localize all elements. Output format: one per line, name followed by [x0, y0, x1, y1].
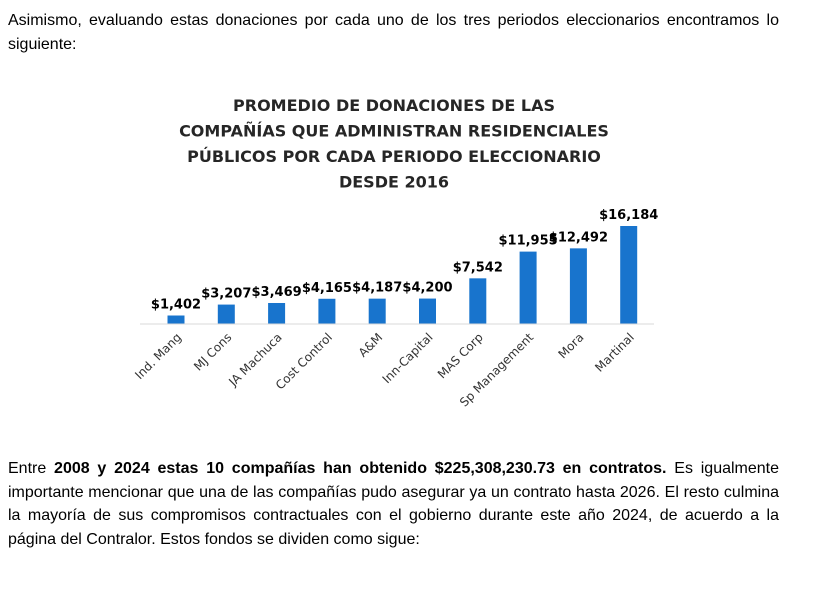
- category-label-10: Martinal: [592, 330, 637, 375]
- value-label-1: $1,402: [151, 298, 201, 313]
- category-label-6: Inn-Capital: [380, 330, 436, 386]
- category-label-1: Ind. Mang: [132, 330, 184, 382]
- bar-4: [318, 298, 336, 324]
- category-label-9: Mora: [555, 330, 586, 361]
- chart-title-line-3: PÚBLICOS POR CADA PERIODO ELECCIONARIO: [187, 147, 601, 166]
- bar-10: [620, 226, 638, 324]
- value-label-8: $11,955: [498, 234, 557, 249]
- chart-title-line-1: PROMEDIO DE DONACIONES DE LAS: [233, 96, 555, 115]
- bar-8: [519, 251, 537, 324]
- chart-value-labels: $1,402$3,207 $3,469 $4,165 $4,187 $4,200$7,5…: [151, 208, 658, 313]
- chart-svg: PROMEDIO DE DONACIONES DE LAS COMPAÑÍAS Q…: [132, 96, 658, 409]
- value-label-9: $12,492: [549, 230, 608, 245]
- chart-title: PROMEDIO DE DONACIONES DE LAS COMPAÑÍAS Q…: [179, 96, 609, 192]
- value-label-10: $16,184: [599, 208, 658, 223]
- bar-2: [217, 304, 235, 324]
- value-label-3: $3,469: [252, 285, 302, 300]
- donations-bar-chart: PROMEDIO DE DONACIONES DE LAS COMPAÑÍAS Q…: [110, 88, 690, 428]
- value-label-7: $7,542: [453, 260, 503, 275]
- body-paragraph: Entre 2008 y 2024 estas 10 compañías han…: [8, 457, 779, 551]
- intro-paragraph: Asimismo, evaluando estas donaciones por…: [8, 12, 779, 53]
- body-text-bold: 2008 y 2024 estas 10 compañías han obten…: [54, 460, 667, 477]
- body-text-part3: Es igualmente importante mencionar que u…: [8, 460, 780, 548]
- bar-1: [167, 315, 185, 324]
- category-label-5: A&M: [356, 330, 386, 360]
- bar-9: [569, 248, 587, 324]
- chart-title-line-2: COMPAÑÍAS QUE ADMINISTRAN RESIDENCIALES: [179, 122, 609, 141]
- category-label-7: MAS Corp: [435, 330, 486, 381]
- value-label-4: $4,165: [302, 281, 352, 296]
- bar-6: [419, 298, 436, 324]
- value-label-6: $4,200: [402, 281, 452, 296]
- chart-title-line-4: DESDE 2016: [339, 173, 449, 192]
- chart-bars: [167, 226, 638, 324]
- bar-7: [469, 278, 487, 324]
- bar-3: [268, 302, 286, 324]
- bar-5: [368, 298, 386, 324]
- value-label-2: $3,207: [201, 287, 251, 302]
- body-text-part1: Entre: [8, 460, 55, 477]
- category-label-2: MJ Cons: [191, 330, 234, 373]
- value-label-5: $4,187: [352, 281, 402, 296]
